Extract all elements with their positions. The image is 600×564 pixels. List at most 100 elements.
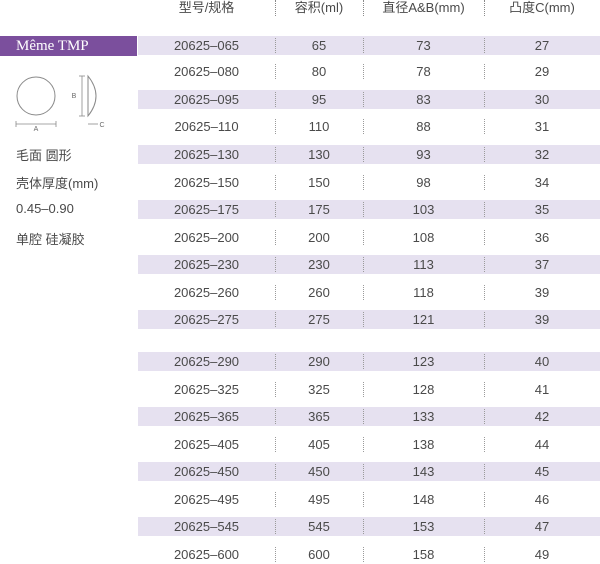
cell-projection: 39 bbox=[484, 283, 600, 302]
table-row: 20625–110 110 88 31 bbox=[138, 117, 600, 136]
cell-diameter: 143 bbox=[363, 462, 484, 481]
table-row: 20625–495 495 148 46 bbox=[138, 490, 600, 509]
cell-projection: 36 bbox=[484, 228, 600, 247]
cell-model: 20625–175 bbox=[173, 202, 240, 217]
dimension-a-label: A bbox=[34, 126, 39, 133]
cell-diameter: 153 bbox=[363, 517, 484, 536]
cell-volume: 275 bbox=[275, 310, 363, 329]
cell-projection: 47 bbox=[484, 517, 600, 536]
cell-volume: 200 bbox=[275, 228, 363, 247]
cell-diameter: 108 bbox=[363, 228, 484, 247]
cell-diameter: 78 bbox=[363, 62, 484, 81]
cell-model: 20625–450 bbox=[173, 464, 240, 479]
table-row: 20625–600 600 158 49 bbox=[138, 545, 600, 564]
cell-diameter: 83 bbox=[363, 90, 484, 109]
cell-volume: 130 bbox=[275, 145, 363, 164]
cell-volume: 365 bbox=[275, 407, 363, 426]
cell-diameter: 118 bbox=[363, 283, 484, 302]
cell-volume: 175 bbox=[275, 200, 363, 219]
cell-diameter: 98 bbox=[363, 173, 484, 192]
cell-projection: 39 bbox=[484, 310, 600, 329]
cell-projection: 40 bbox=[484, 352, 600, 371]
cell-projection: 31 bbox=[484, 117, 600, 136]
cell-diameter: 148 bbox=[363, 490, 484, 509]
table-row: 20625–065 65 73 27 bbox=[138, 36, 600, 55]
cell-model: 20625–200 bbox=[173, 230, 240, 245]
cell-model: 20625–065 bbox=[173, 38, 240, 53]
table-row: 20625–230 230 113 37 bbox=[138, 255, 600, 274]
cell-diameter: 73 bbox=[363, 36, 484, 55]
table-row: 20625–175 175 103 35 bbox=[138, 200, 600, 219]
cell-diameter: 128 bbox=[363, 380, 484, 399]
cell-model: 20625–110 bbox=[174, 119, 239, 134]
table-row: 20625–545 545 153 47 bbox=[138, 517, 600, 536]
cell-projection: 42 bbox=[484, 407, 600, 426]
header-projection: 凸度C(mm) bbox=[484, 0, 600, 20]
cell-model: 20625–325 bbox=[173, 382, 240, 397]
brand-label: Même TMP bbox=[0, 36, 137, 56]
cell-volume: 150 bbox=[275, 173, 363, 192]
cell-projection: 37 bbox=[484, 255, 600, 274]
cell-projection: 27 bbox=[484, 36, 600, 55]
cell-diameter: 158 bbox=[363, 545, 484, 564]
cell-diameter: 121 bbox=[363, 310, 484, 329]
implant-diagram: A B C bbox=[15, 74, 105, 133]
cell-volume: 545 bbox=[275, 517, 363, 536]
table-row: 20625–365 365 133 42 bbox=[138, 407, 600, 426]
cell-volume: 80 bbox=[275, 62, 363, 81]
cell-volume: 600 bbox=[275, 545, 363, 564]
cell-model: 20625–545 bbox=[173, 519, 240, 534]
cell-model: 20625–150 bbox=[173, 175, 240, 190]
cell-volume: 405 bbox=[275, 435, 363, 454]
table-row: 20625–095 95 83 30 bbox=[138, 90, 600, 109]
table-row: 20625–200 200 108 36 bbox=[138, 228, 600, 247]
cell-projection: 29 bbox=[484, 62, 600, 81]
cell-model: 20625–290 bbox=[173, 354, 240, 369]
cell-projection: 41 bbox=[484, 380, 600, 399]
dimension-b-label: B bbox=[72, 93, 77, 100]
cell-model: 20625–275 bbox=[173, 312, 240, 327]
cell-model: 20625–130 bbox=[173, 147, 240, 162]
cell-projection: 45 bbox=[484, 462, 600, 481]
cell-diameter: 123 bbox=[363, 352, 484, 371]
spec-shell-value: 0.45–0.90 bbox=[16, 201, 74, 216]
cell-projection: 46 bbox=[484, 490, 600, 509]
cell-projection: 30 bbox=[484, 90, 600, 109]
cell-model: 20625–260 bbox=[173, 285, 240, 300]
spec-surface: 毛面 圆形 bbox=[16, 148, 72, 163]
header-volume: 容积(ml) bbox=[275, 0, 363, 20]
cell-volume: 110 bbox=[275, 117, 363, 136]
header-model: 型号/规格 bbox=[178, 0, 235, 15]
cell-projection: 35 bbox=[484, 200, 600, 219]
cell-diameter: 138 bbox=[363, 435, 484, 454]
table-row: 20625–150 150 98 34 bbox=[138, 173, 600, 192]
cell-model: 20625–405 bbox=[173, 437, 240, 452]
table-row: 20625–260 260 118 39 bbox=[138, 283, 600, 302]
cell-model: 20625–495 bbox=[173, 492, 240, 507]
cell-volume: 450 bbox=[275, 462, 363, 481]
cell-model: 20625–600 bbox=[173, 547, 240, 562]
cell-volume: 230 bbox=[275, 255, 363, 274]
cell-model: 20625–095 bbox=[173, 92, 240, 107]
cell-volume: 495 bbox=[275, 490, 363, 509]
table-row: 20625–290 290 123 40 bbox=[138, 352, 600, 371]
cell-diameter: 133 bbox=[363, 407, 484, 426]
cell-projection: 44 bbox=[484, 435, 600, 454]
table-row: 20625–405 405 138 44 bbox=[138, 435, 600, 454]
cell-projection: 49 bbox=[484, 545, 600, 564]
cell-projection: 32 bbox=[484, 145, 600, 164]
table-row: 20625–080 80 78 29 bbox=[138, 62, 600, 81]
table-row: 20625–450 450 143 45 bbox=[138, 462, 600, 481]
cell-diameter: 113 bbox=[363, 255, 484, 274]
cell-volume: 290 bbox=[275, 352, 363, 371]
spec-shell-label: 壳体厚度(mm) bbox=[16, 176, 99, 191]
dimension-c-label: C bbox=[99, 122, 104, 129]
cell-model: 20625–365 bbox=[173, 409, 240, 424]
cell-diameter: 103 bbox=[363, 200, 484, 219]
spec-cavity: 单腔 硅凝胶 bbox=[16, 232, 85, 247]
cell-volume: 325 bbox=[275, 380, 363, 399]
cell-volume: 95 bbox=[275, 90, 363, 109]
cell-projection: 34 bbox=[484, 173, 600, 192]
cell-volume: 260 bbox=[275, 283, 363, 302]
cell-model: 20625–230 bbox=[173, 257, 240, 272]
